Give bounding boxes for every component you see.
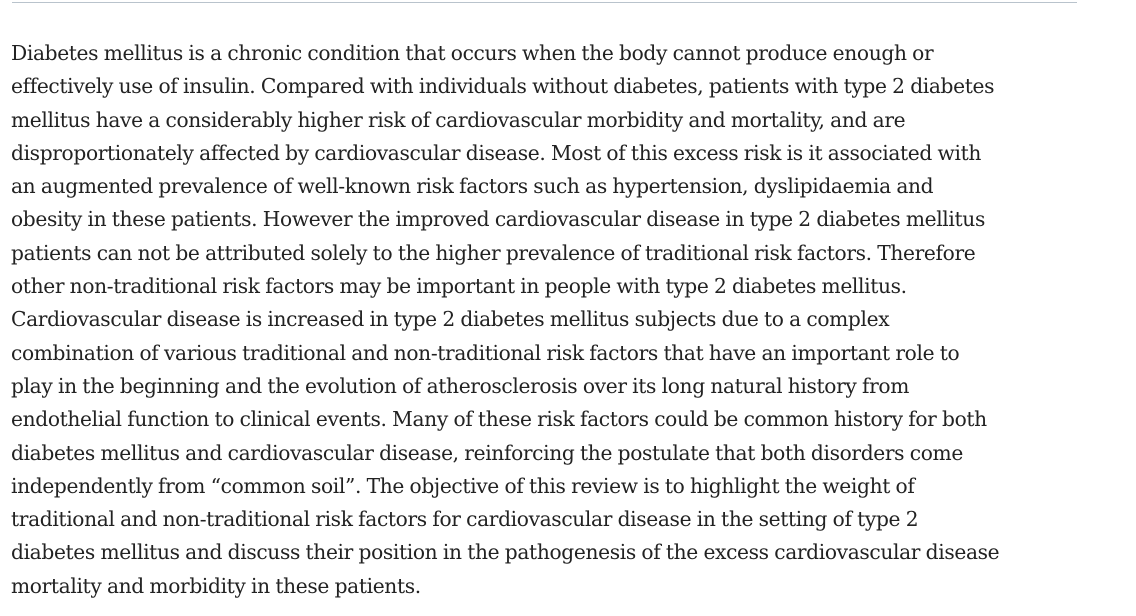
abstract-line: mortality and morbidity in these patient… xyxy=(11,573,421,598)
abstract-line: disproportionately affected by cardiovas… xyxy=(11,140,981,165)
abstract-line: Cardiovascular disease is increased in t… xyxy=(11,307,890,332)
abstract-line: obesity in these patients. However the i… xyxy=(11,207,985,232)
abstract-line: independently from “common soil”. The ob… xyxy=(11,473,915,498)
abstract-line: other non-traditional risk factors may b… xyxy=(11,274,907,299)
abstract-paragraph: Diabetes mellitus is a chronic condition… xyxy=(11,37,1096,603)
abstract-line: traditional and non-traditional risk fac… xyxy=(11,507,919,532)
abstract-line: endothelial function to clinical events.… xyxy=(11,407,987,432)
abstract-line: diabetes mellitus and cardiovascular dis… xyxy=(11,440,963,465)
abstract-line: Diabetes mellitus is a chronic condition… xyxy=(11,41,934,65)
abstract-line: patients can not be attributed solely to… xyxy=(11,240,976,265)
abstract-line: effectively use of insulin. Compared wit… xyxy=(11,74,995,99)
top-divider xyxy=(12,2,1077,3)
abstract-line: combination of various traditional and n… xyxy=(11,340,960,365)
abstract-line: an augmented prevalence of well-known ri… xyxy=(11,174,934,199)
abstract-line: mellitus have a considerably higher risk… xyxy=(11,107,906,132)
abstract-line: diabetes mellitus and discuss their posi… xyxy=(11,540,1000,565)
abstract-line: play in the beginning and the evolution … xyxy=(11,373,910,398)
